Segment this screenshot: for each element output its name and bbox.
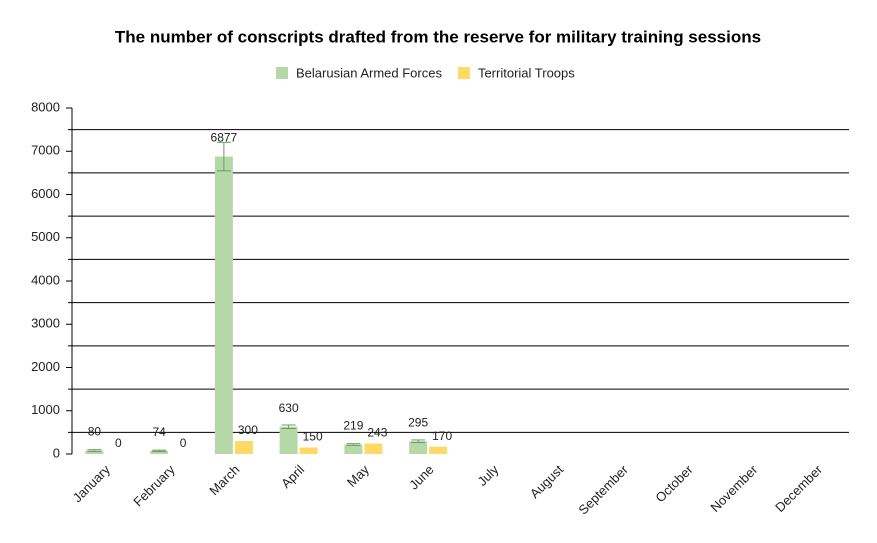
x-tick-label: December <box>772 461 825 514</box>
value-label: 6877 <box>211 131 238 145</box>
value-label: 150 <box>303 430 323 444</box>
bar <box>344 444 363 454</box>
bar <box>429 446 448 454</box>
bar <box>409 441 428 454</box>
x-tick-label: June <box>406 462 437 493</box>
y-tick-label: 4000 <box>31 272 60 287</box>
bar <box>299 447 318 454</box>
value-label: 295 <box>408 415 428 429</box>
chart-title: The number of conscripts drafted from th… <box>115 27 761 46</box>
legend-label: Belarusian Armed Forces <box>296 65 442 80</box>
bar <box>234 441 253 454</box>
y-tick-label: 8000 <box>31 99 60 114</box>
y-tick-label: 7000 <box>31 143 60 158</box>
legend-swatch <box>457 67 470 79</box>
value-label: 300 <box>238 423 258 437</box>
legend-swatch <box>276 67 288 79</box>
value-label: 170 <box>432 429 452 443</box>
bar <box>364 443 383 454</box>
x-tick-label: January <box>70 462 114 506</box>
value-label: 219 <box>343 419 363 433</box>
y-tick-label: 3000 <box>31 316 60 331</box>
y-tick-label: 1000 <box>31 402 60 417</box>
x-tick-label: November <box>707 461 760 514</box>
value-label: 243 <box>367 426 387 440</box>
value-label: 0 <box>115 436 122 450</box>
value-label: 630 <box>279 401 299 415</box>
y-tick-label: 5000 <box>31 229 60 244</box>
x-tick-label: October <box>652 461 696 505</box>
legend-label: Territorial Troops <box>478 65 575 80</box>
value-label: 0 <box>180 436 187 450</box>
value-label: 80 <box>88 425 102 439</box>
bar <box>214 156 233 454</box>
y-tick-label: 6000 <box>31 186 60 201</box>
x-tick-label: August <box>527 462 566 501</box>
bar <box>279 426 298 454</box>
y-tick-label: 2000 <box>31 359 60 374</box>
value-label: 74 <box>152 425 166 439</box>
bar <box>85 450 104 454</box>
x-tick-label: September <box>575 461 631 517</box>
x-tick-label: April <box>278 462 307 491</box>
x-tick-label: May <box>344 462 372 490</box>
y-tick-label: 0 <box>53 445 60 460</box>
x-tick-label: February <box>130 462 178 510</box>
x-tick-label: July <box>474 462 501 489</box>
x-tick-label: March <box>206 462 242 498</box>
bar <box>150 450 169 454</box>
